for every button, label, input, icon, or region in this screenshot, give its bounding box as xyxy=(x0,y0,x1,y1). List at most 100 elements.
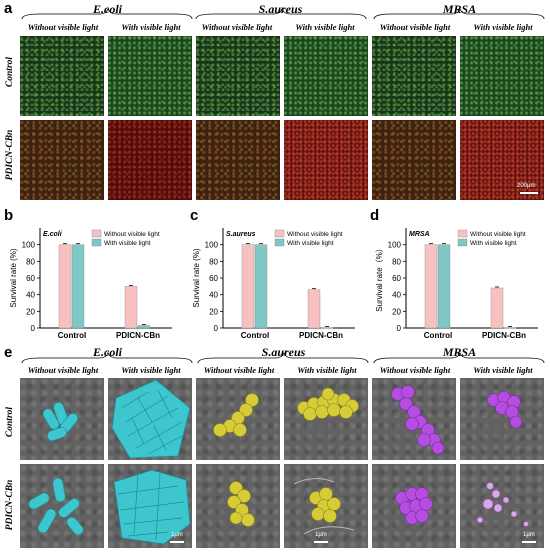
fl-image-ecoli-pdicn-without xyxy=(20,120,104,200)
legend-label: With visible light xyxy=(104,240,151,247)
y-tick-label: 40 xyxy=(392,291,401,300)
chart-ecoli-survival: 0 20 40 60 80 100 Survival rate (%) E.coli Contr… xyxy=(9,228,172,340)
y-tick-label: 0 xyxy=(31,324,36,333)
fl-cond-mrsa-without: Without visible light xyxy=(379,22,451,32)
x-tick-label: PDICN-CBn xyxy=(116,331,160,340)
panel-letter-e: e xyxy=(4,344,13,361)
y-tick-label: 100 xyxy=(388,241,402,250)
legend-label: Without visible light xyxy=(470,231,526,238)
bar xyxy=(254,244,268,329)
sem-header-saureus: S.aureus xyxy=(261,345,306,359)
sem-image-ecoli-pdicn-without xyxy=(20,464,104,548)
sem-image-mrsa-pdicn-without xyxy=(372,464,456,548)
sem-image-saureus-pdicn-with: 1μm xyxy=(284,464,368,548)
fl-image-saureus-control-with xyxy=(284,36,368,116)
y-tick-label: 20 xyxy=(209,307,218,316)
y-tick-label: 80 xyxy=(392,257,401,266)
fl-image-ecoli-control-without xyxy=(20,36,104,116)
sem-cond-saureus-with: With visible light xyxy=(297,365,357,375)
x-tick-label: PDICN-CBn xyxy=(299,331,343,340)
sem-image-mrsa-pdicn-with: 1μm xyxy=(460,464,544,548)
fl-row-control: Control xyxy=(5,56,15,88)
sem-scale-bar-mrsa xyxy=(522,541,536,543)
sem-cond-ecoli-with: With visible light xyxy=(121,365,181,375)
bar xyxy=(124,286,138,329)
sem-header-mrsa: MRSA xyxy=(442,345,477,359)
sem-image-saureus-control-with xyxy=(284,378,368,460)
panel-letter-a: a xyxy=(4,0,13,17)
y-tick-label: 0 xyxy=(397,324,402,333)
chart-tag: S.aureus xyxy=(226,231,256,238)
bar xyxy=(307,289,321,329)
legend-label: With visible light xyxy=(470,240,517,247)
fl-cond-ecoli-without: Without visible light xyxy=(27,22,99,32)
y-axis-label: Survival rate (%) xyxy=(9,248,18,307)
legend-label: Without visible light xyxy=(287,231,343,238)
x-tick-label: Control xyxy=(58,331,86,340)
fl-image-mrsa-pdicn-with: 200μm xyxy=(460,120,544,200)
fl-row-pdicn: PDICN-CBn xyxy=(5,129,15,181)
y-tick-label: 40 xyxy=(26,291,35,300)
bar xyxy=(58,244,72,329)
y-tick-label: 0 xyxy=(214,324,219,333)
fl-cond-ecoli-with: With visible light xyxy=(121,22,181,32)
y-tick-label: 100 xyxy=(205,241,219,250)
fl-cond-mrsa-with: With visible light xyxy=(473,22,533,32)
sem-cond-mrsa-with: With visible light xyxy=(473,365,533,375)
fl-image-saureus-pdicn-without xyxy=(196,120,280,200)
y-tick-label: 20 xyxy=(26,307,35,316)
fl-header-mrsa: MRSA xyxy=(442,2,477,16)
legend-label: Without visible light xyxy=(104,231,160,238)
sem-row-pdicn: PDICN-CBn xyxy=(5,479,15,531)
sem-cond-saureus-without: Without visible light xyxy=(203,365,275,375)
legend-label: With visible light xyxy=(287,240,334,247)
bar xyxy=(137,325,151,329)
fl-scale-bar xyxy=(520,192,538,194)
fl-header-ecoli: E.coli xyxy=(93,2,122,16)
sem-image-mrsa-control-with xyxy=(460,378,544,460)
sem-cond-ecoli-without: Without visible light xyxy=(27,365,99,375)
fl-scale-label: 200μm xyxy=(517,183,536,189)
bar xyxy=(320,327,334,329)
sem-cond-mrsa-without: Without visible light xyxy=(379,365,451,375)
y-tick-label: 60 xyxy=(209,274,218,283)
fl-image-ecoli-pdicn-with xyxy=(108,120,192,200)
bar xyxy=(424,244,438,329)
sem-image-ecoli-control-with xyxy=(108,378,192,460)
x-tick-label: PDICN-CBn xyxy=(482,331,526,340)
sem-scale-bar-ecoli xyxy=(170,541,184,543)
legend-swatch xyxy=(274,229,285,238)
fl-image-ecoli-control-with xyxy=(108,36,192,116)
fl-cond-saureus-with: With visible light xyxy=(295,22,355,32)
sem-scale-label-saureus: 1μm xyxy=(315,532,327,538)
panel-letter-c: c xyxy=(190,207,199,224)
fl-cond-saureus-without: Without visible light xyxy=(201,22,273,32)
sem-image-ecoli-control-without xyxy=(20,378,104,460)
sem-scale-label-mrsa: 1μm xyxy=(523,532,535,538)
fl-image-saureus-control-without xyxy=(196,36,280,116)
chart-saureus-survival: 0 20 40 60 80 100 Survival rate (%) S.aureus Con… xyxy=(192,228,355,340)
fl-image-mrsa-control-without xyxy=(372,36,456,116)
y-tick-label: 100 xyxy=(22,241,36,250)
y-axis-label: Survival rate（%） xyxy=(375,244,384,312)
sem-image-saureus-control-without xyxy=(196,378,280,460)
x-tick-label: Control xyxy=(424,331,452,340)
sem-scale-label-ecoli: 1μm xyxy=(171,532,183,538)
bar xyxy=(490,287,504,329)
fl-image-mrsa-control-with xyxy=(460,36,544,116)
fl-image-saureus-pdicn-with xyxy=(284,120,368,200)
panel-letter-d: d xyxy=(370,207,380,224)
legend-swatch xyxy=(274,238,285,247)
sem-header-braces xyxy=(21,351,545,364)
sem-image-mrsa-control-without xyxy=(372,378,456,460)
panel-letter-b: b xyxy=(4,207,14,224)
fl-header-braces xyxy=(21,7,545,20)
y-axis-label: Survival rate (%) xyxy=(192,248,201,307)
y-tick-label: 60 xyxy=(26,274,35,283)
bar xyxy=(437,244,451,329)
sem-scale-bar-saureus xyxy=(314,541,328,543)
chart-mrsa-survival: 0 20 40 60 80 100 Survival rate（%） MRSA Control P… xyxy=(375,228,538,340)
legend-swatch xyxy=(457,238,468,247)
fl-header-saureus: S.aureus xyxy=(258,2,303,16)
chart-tag: E.coli xyxy=(43,231,63,238)
